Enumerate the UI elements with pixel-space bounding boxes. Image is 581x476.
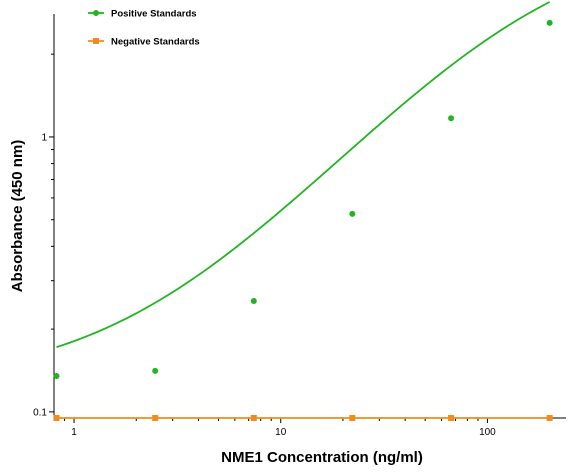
y-tick-label: 1 (41, 132, 47, 143)
series-2 (53, 415, 553, 421)
y-axis-ticks: 0.11 (33, 53, 54, 418)
data-point (53, 415, 60, 421)
legend-item: Negative Standards (88, 37, 200, 48)
legend-label: Negative Standards (111, 37, 200, 48)
x-tick-label: 10 (275, 427, 287, 438)
data-point (546, 19, 553, 26)
x-tick-label: 1 (71, 427, 77, 438)
data-point (152, 415, 159, 421)
series-1 (53, 1, 553, 380)
y-axis-title: Absorbance (450 nm) (9, 140, 26, 293)
data-point (349, 210, 356, 217)
data-point (448, 115, 455, 122)
x-tick-label: 100 (479, 427, 496, 438)
data-point (546, 415, 553, 421)
x-axis-ticks: 1 10 100 (53, 418, 551, 438)
legend-label: Positive Standards (111, 9, 197, 20)
legend-marker (93, 38, 99, 44)
legend-marker (93, 10, 99, 16)
legend-item: Positive Standards (88, 9, 197, 20)
data-point (349, 415, 356, 421)
x-axis-title: NME1 Concentration (ng/ml) (221, 449, 423, 466)
fit-curve (56, 1, 551, 349)
y-tick-label: 0.1 (33, 407, 47, 418)
legend: Positive Standards Negative Standards (88, 9, 200, 48)
data-point (53, 373, 60, 380)
data-point (448, 415, 455, 421)
data-point (250, 415, 257, 421)
data-point (152, 367, 159, 374)
data-point (250, 298, 257, 305)
series-layer (53, 1, 553, 421)
